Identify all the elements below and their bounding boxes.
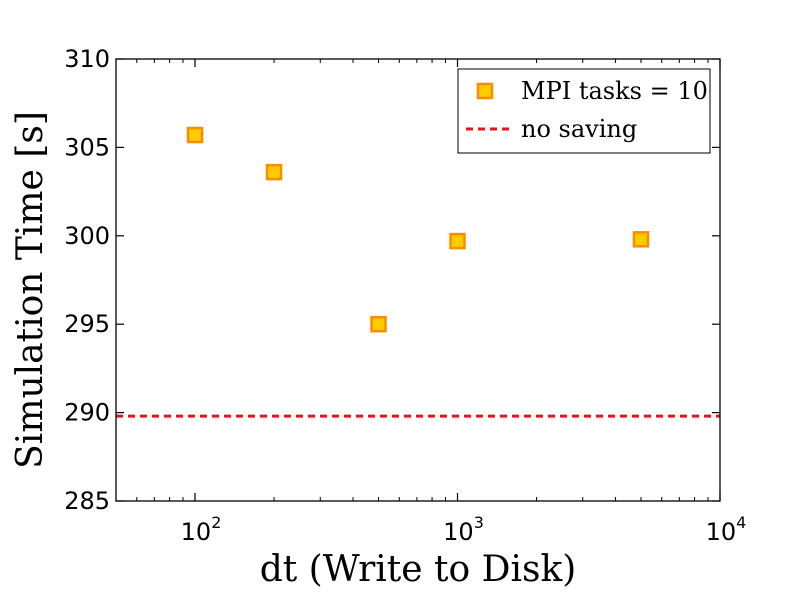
y-tick-label: 290 [64,399,110,427]
legend-label-no-saving: no saving [521,115,637,143]
x-tick-label: 104 [706,513,747,546]
x-tick-labels: 102 103 104 [181,513,747,546]
minor-ticks [115,59,709,501]
legend: MPI tasks = 10 no saving [457,68,711,154]
x-axis-title: dt (Write to Disk) [260,549,577,590]
data-point [449,232,466,250]
y-axis-title: Simulation Time [s] [10,111,51,469]
y-tick-label: 285 [64,487,110,515]
y-tick-label: 300 [64,222,110,250]
data-points [186,126,650,333]
y-tick-label: 295 [64,310,110,338]
y-tick-labels: 285 290 295 300 305 310 [64,45,110,515]
y-tick-label: 305 [64,133,110,161]
legend-box [457,68,711,154]
legend-label-mpi-tasks: MPI tasks = 10 [521,77,708,105]
legend-marker-square [476,82,494,100]
plot-area-frame [115,58,721,502]
y-tick-label: 310 [64,45,110,73]
data-point [265,163,283,181]
x-tick-label: 103 [443,513,484,546]
data-point [632,231,650,248]
x-tick-label: 102 [181,513,222,546]
data-point [370,315,387,333]
data-point [186,126,204,144]
